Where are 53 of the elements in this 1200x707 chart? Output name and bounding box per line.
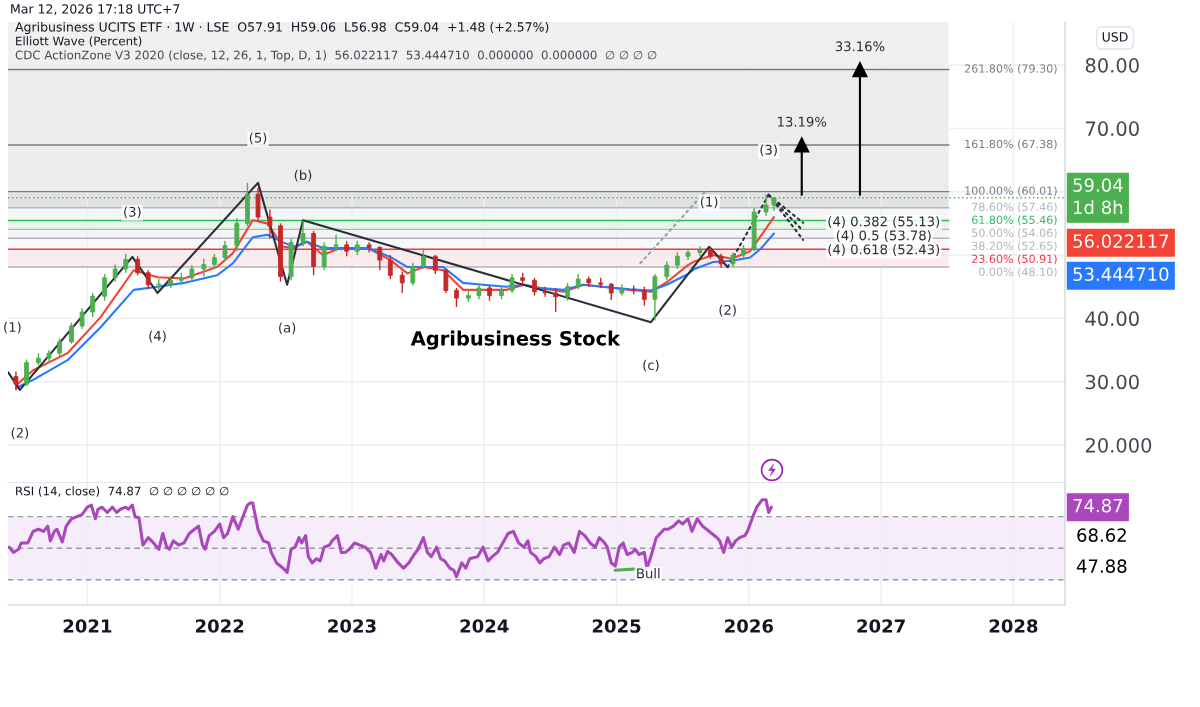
annotation: 33.16% <box>835 41 885 52</box>
annotation: (c) <box>643 359 659 372</box>
annotation: (3) <box>760 144 777 157</box>
annotation: Agribusiness Stock <box>410 330 621 350</box>
annotation: (4) 0.5 (53.78) <box>836 230 931 242</box>
text: 1d 8h <box>1073 200 1123 215</box>
x-tick-label: 2028 <box>989 619 1038 633</box>
ref-line-label: 61.80% (55.46) <box>972 215 1057 226</box>
text: Elliott Wave (Percent) <box>16 36 142 47</box>
ref-line-label: 23.60% (50.91) <box>972 254 1057 265</box>
y-tick-label: 30.00 <box>1085 374 1139 390</box>
text: 74.87 <box>1073 498 1123 513</box>
x-tick-label: 2026 <box>725 619 773 633</box>
annotation: CDC ActionZone V3 2020 (close, 12, 26, 1, Top, D, 1) 56.022117 53.444710 0.000000 0.000000 ∅ ∅ ∅ ∅ <box>15 50 657 62</box>
chart-title: RSI (14, close) 74.87 ∅ ∅ ∅ ∅ ∅ ∅ <box>16 486 229 497</box>
x-tick-label: 2023 <box>328 619 376 633</box>
y-tick-label: 80.00 <box>1085 58 1139 73</box>
ref-line-label: 261.80% (79.30) <box>964 64 1057 75</box>
annotation: (a) <box>279 322 296 335</box>
x-tick-label: 2021 <box>63 619 112 633</box>
x-tick-label: 2022 <box>195 619 244 633</box>
x-tick-label: 2027 <box>857 619 905 633</box>
text: 53.444710 <box>1073 267 1169 282</box>
annotation: (5) <box>249 132 267 145</box>
annotation: (4) 0.618 (52.43) <box>828 244 940 256</box>
text: 59.04 <box>1073 178 1123 192</box>
y-axis-title: USD <box>1102 32 1128 42</box>
text: 47.88 <box>1076 559 1127 573</box>
y-tick-label: 70.00 <box>1086 121 1139 137</box>
annotation: (3) <box>124 206 141 219</box>
annotation: (1) <box>700 196 718 209</box>
annotation: (b) <box>294 169 312 182</box>
annotation: 13.19% <box>778 116 827 127</box>
x-tick-label: 2025 <box>592 619 641 633</box>
y-tick-label: 40.00 <box>1085 311 1139 327</box>
annotation: (4) <box>149 330 166 343</box>
y-tick-label: 20.000 <box>1085 437 1152 453</box>
ref-line-label: 38.20% (52.65) <box>972 241 1057 252</box>
annotation: Bull <box>637 568 660 579</box>
annotation: (4) 0.382 (55.13) <box>828 216 940 228</box>
annotation: (1) <box>4 321 21 334</box>
ref-line-label: 50.00% (54.06) <box>972 228 1057 239</box>
ref-line-label: 161.80% (67.38) <box>965 139 1057 150</box>
annotation: (2) <box>719 304 736 317</box>
annotation: (2) <box>11 427 29 440</box>
x-tick-label: 2024 <box>460 619 509 633</box>
text: 68.62 <box>1077 528 1126 542</box>
text: 56.022117 <box>1073 234 1169 249</box>
ref-line-label: 100.00% (60.01) <box>965 186 1057 197</box>
ref-line-label: 78.60% (57.46) <box>972 202 1057 213</box>
text: Mar 12, 2026 17:18 UTC+7 <box>11 4 180 15</box>
ref-line-label: 0.00% (48.10) <box>979 267 1057 278</box>
chart-title: Agribusiness UCITS ETF · 1W · LSE O57.91 H59.06 L56.98 C59.04 +1.48 (+2.57%) <box>15 21 549 35</box>
